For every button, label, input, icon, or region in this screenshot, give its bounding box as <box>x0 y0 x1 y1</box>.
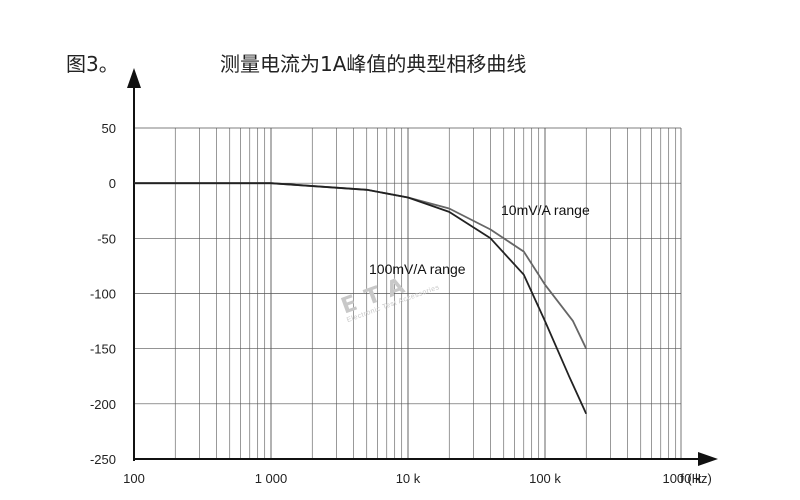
series-label: 100mV/A range <box>369 261 466 277</box>
axes <box>127 68 718 466</box>
x-tick-label: 10 k <box>396 471 421 486</box>
y-tick-label: 50 <box>102 121 116 136</box>
x-tick-label: 100 <box>123 471 145 486</box>
y-tick-label: -100 <box>90 287 116 302</box>
tick-labels: 50 0 -50 -100 -150 -200 -250 100 1 000 10 k 100 k 1… <box>90 121 712 486</box>
figure-label: 图3。 <box>66 52 119 76</box>
y-tick-label: -150 <box>90 342 116 357</box>
x-tick-label: 100 k <box>529 471 561 486</box>
y-tick-label: -50 <box>97 231 116 246</box>
series-labels: 10mV/A range 100mV/A range <box>369 202 590 277</box>
x-tick-label: 1 000 <box>255 471 288 486</box>
y-tick-label: 0 <box>109 176 116 191</box>
series-label: 10mV/A range <box>501 202 590 218</box>
series-line <box>134 182 588 415</box>
grid <box>133 127 682 459</box>
x-axis-arrow <box>698 452 718 466</box>
y-axis-arrow <box>127 68 141 88</box>
series-lines <box>134 182 588 415</box>
y-tick-label: -200 <box>90 397 116 412</box>
chart-title: 测量电流为1A峰值的典型相移曲线 <box>220 52 527 76</box>
y-tick-label: -250 <box>90 452 116 467</box>
x-tick-label: 1000 k <box>662 471 702 486</box>
x-axis-label: f (Hz) <box>680 471 712 486</box>
